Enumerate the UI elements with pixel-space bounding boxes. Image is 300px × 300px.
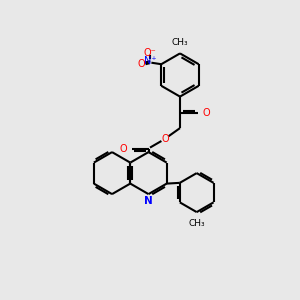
Text: O: O bbox=[202, 108, 210, 118]
Text: N⁺: N⁺ bbox=[144, 56, 157, 66]
Text: O: O bbox=[161, 134, 169, 144]
Text: CH₃: CH₃ bbox=[188, 219, 205, 228]
Text: N: N bbox=[144, 196, 153, 206]
Text: O: O bbox=[137, 58, 145, 69]
Text: O: O bbox=[119, 144, 127, 154]
Text: O⁻: O⁻ bbox=[144, 48, 157, 58]
Text: CH₃: CH₃ bbox=[172, 38, 188, 47]
